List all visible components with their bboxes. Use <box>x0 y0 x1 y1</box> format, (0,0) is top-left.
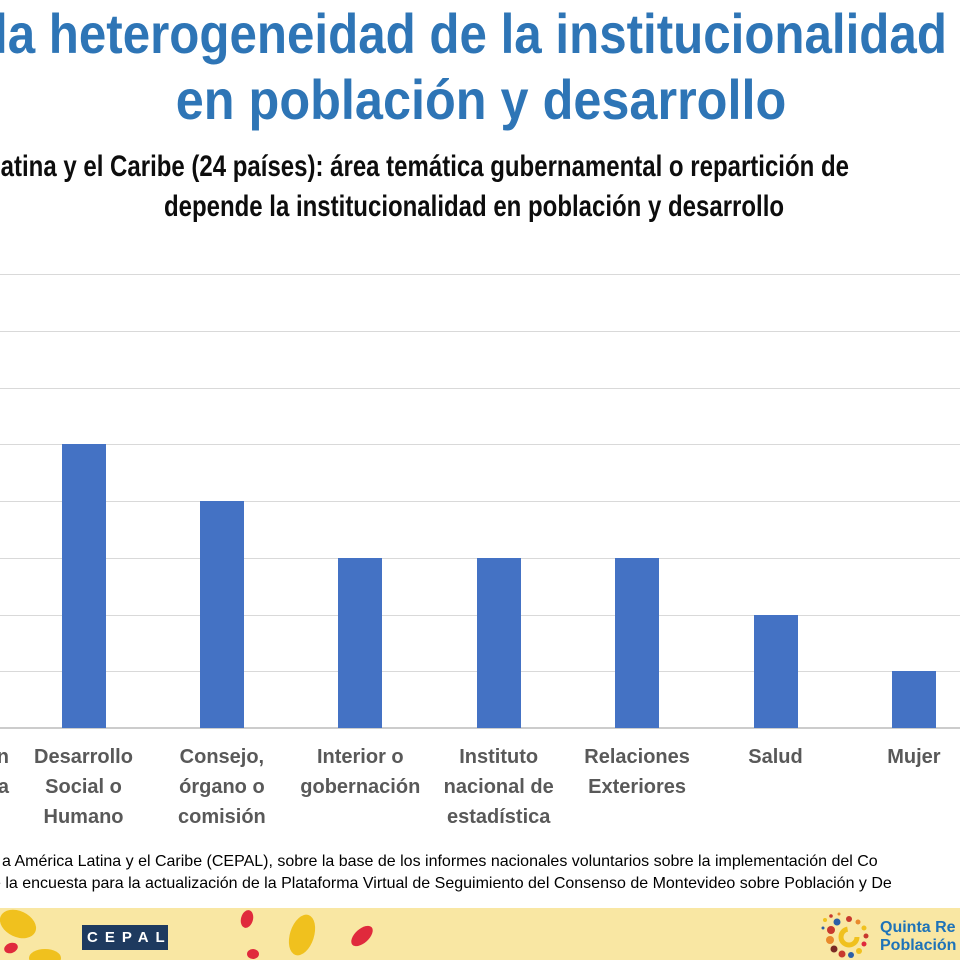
slide-title-line1-wrap: la heterogeneidad de la institucionalida… <box>0 4 960 64</box>
gridline-4 <box>0 501 960 502</box>
bar-desarrollo-social-o-humano <box>61 444 106 728</box>
gridline-5 <box>0 444 960 446</box>
cepal-logo: CEPAL <box>82 925 168 950</box>
category-label-mujer: Mujer <box>887 746 941 768</box>
bar-relaciones-exteriores <box>615 557 660 728</box>
category-label-instituto: Instituto nacional de estadística <box>443 746 554 828</box>
bar-mujer <box>891 671 936 728</box>
category-label-interior: Interior o gobernación <box>300 746 421 798</box>
source-line1: a América Latina y el Caribe (CEPAL), so… <box>2 853 878 870</box>
chart-title-line1: Latina y el Caribe (24 países): área tem… <box>0 150 849 183</box>
event-text-line1: Quinta Re <box>880 919 956 936</box>
gridline-8 <box>0 274 960 275</box>
gridline-6 <box>0 387 960 389</box>
source-line2: e la encuesta para la actualización de l… <box>0 875 892 892</box>
chart-title-line2: depende la institucionalidad en població… <box>163 190 785 223</box>
x-axis-line <box>0 727 960 729</box>
conference-logo-icon <box>821 912 869 958</box>
bar-instituto-nacional-de-estadistica <box>476 557 521 728</box>
gridline-7 <box>0 330 960 332</box>
category-label-relaciones: Relaciones Exteriores <box>584 746 690 798</box>
chart-title-line1-wrap: Latina y el Caribe (24 países): área tem… <box>0 149 960 185</box>
category-label-consejo: Consejo, órgano o comisión <box>177 746 266 828</box>
bar-consejo-organo-o-comision <box>199 501 244 728</box>
category-label-desarrollo: Desarrollo Social o Humano <box>34 746 133 828</box>
slide-title-line1: la heterogeneidad de la institucionalida… <box>0 2 947 65</box>
bar-salud <box>753 614 798 728</box>
confetti-decoration <box>0 909 373 960</box>
category-label-salud: Salud <box>748 746 803 768</box>
bar-interior-o-gobernacion <box>338 557 383 728</box>
category-label-fragment: n a <box>0 746 9 798</box>
event-text-line2: Población <box>880 937 957 954</box>
slide-title-line2: en población y desarrollo <box>175 68 787 131</box>
